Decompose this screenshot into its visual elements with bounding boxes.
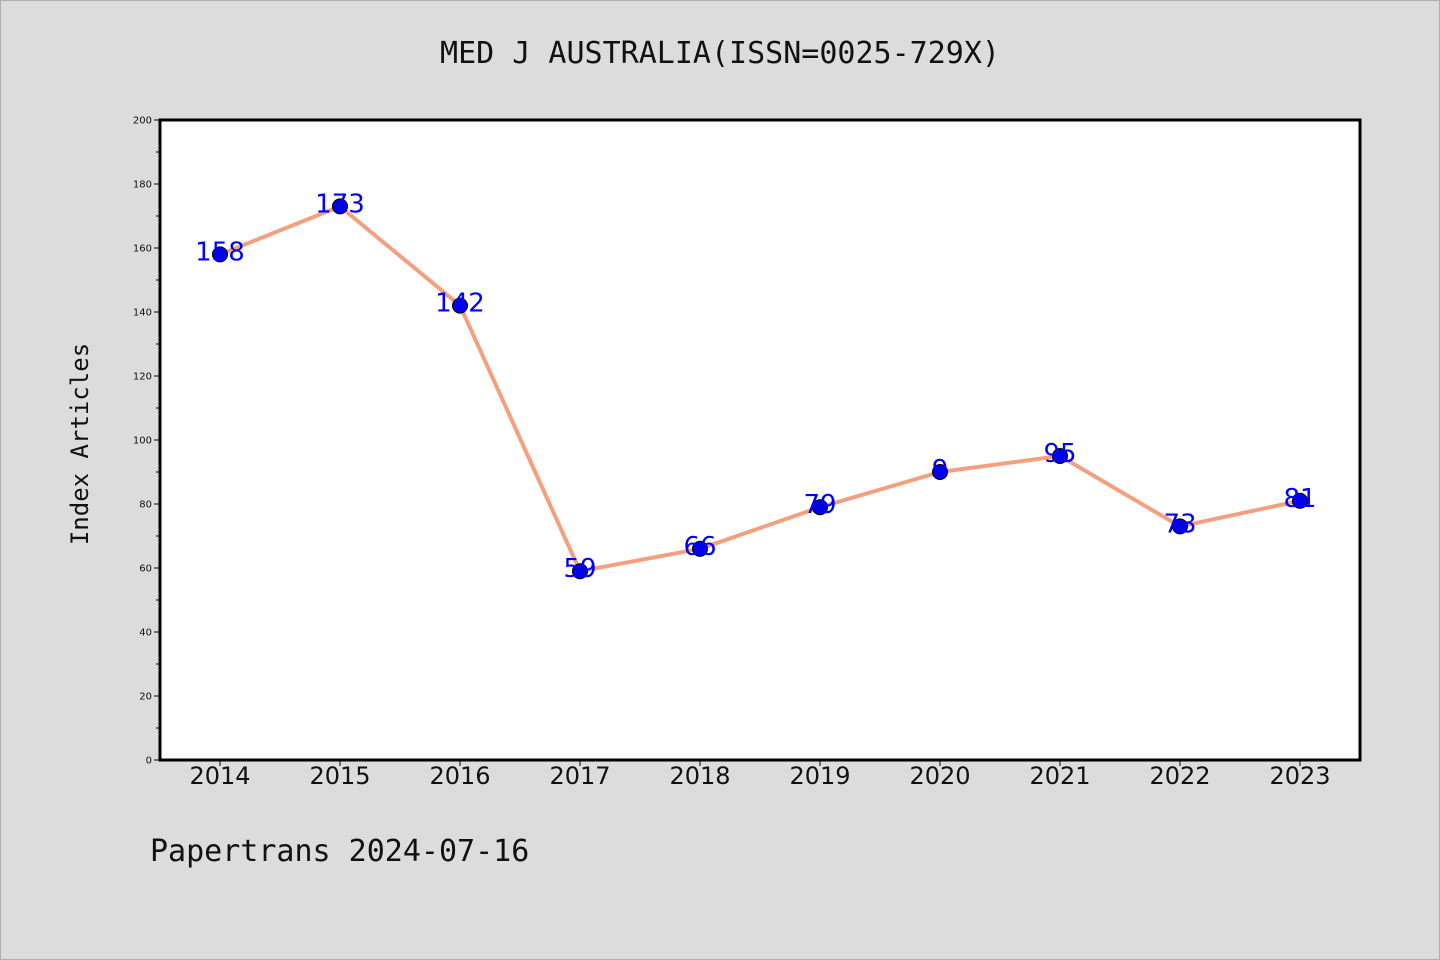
data-point: [1292, 492, 1308, 509]
y-tick-label: 200: [133, 116, 152, 127]
series-line-group: [219, 204, 1301, 574]
plot-area: [158, 118, 1362, 762]
x-tick-label: 2016: [429, 762, 490, 790]
data-label: 73: [1163, 509, 1196, 539]
x-tick-label: 2023: [1269, 762, 1330, 790]
data-point: [572, 563, 588, 580]
data-label: 95: [1043, 439, 1076, 469]
data-label: 142: [435, 289, 485, 319]
x-tick-label: 2017: [549, 762, 610, 790]
x-tick-label: 2020: [909, 762, 970, 790]
y-tick-label: 0: [146, 756, 152, 767]
data-point: [692, 540, 708, 557]
y-tick-label: 160: [133, 244, 152, 255]
x-axis-ticks: 2014 2015 2016 2017 2018 2019 2020 2021 2022 2023: [189, 760, 1331, 790]
x-tick-label: 2014: [189, 762, 250, 790]
data-label: 173: [315, 189, 365, 219]
data-labels: 158 173 142 59 66 79 9 95 73 81: [195, 189, 1316, 584]
x-tick-label: 2021: [1029, 762, 1090, 790]
data-label: 158: [195, 237, 245, 267]
data-label: 66: [683, 532, 716, 562]
x-tick-label: 2019: [789, 762, 850, 790]
y-axis-ticks: 0 20 40 60 80 100 120 140 160 180 200: [133, 116, 160, 767]
y-tick-label: 60: [139, 564, 152, 575]
data-label: 81: [1283, 484, 1316, 514]
footer-stamp: Papertrans 2024-07-16: [150, 834, 530, 869]
data-point: [332, 198, 348, 215]
x-tick-label: 2022: [1149, 762, 1210, 790]
data-point: [452, 297, 468, 314]
series-line: [219, 204, 1301, 574]
series-markers: [212, 198, 1308, 580]
y-tick-label: 120: [133, 372, 152, 383]
y-tick-label: 140: [133, 308, 152, 319]
data-label: 79: [803, 490, 836, 520]
data-point: [932, 464, 948, 480]
y-tick-label: 20: [139, 692, 152, 703]
data-point: [212, 246, 228, 263]
data-label: 59: [563, 554, 596, 584]
data-point: [1052, 448, 1068, 464]
data-point: [1172, 518, 1188, 535]
y-tick-label: 180: [133, 180, 152, 191]
x-tick-label: 2018: [669, 762, 730, 790]
y-tick-label: 100: [133, 436, 152, 447]
chart-title: MED J AUSTRALIA(ISSN=0025-729X): [440, 36, 1000, 71]
data-point: [812, 499, 828, 516]
y-tick-label: 40: [139, 628, 152, 639]
data-label: 9: [932, 455, 949, 485]
x-tick-label: 2015: [309, 762, 370, 790]
y-tick-label: 80: [139, 500, 152, 511]
